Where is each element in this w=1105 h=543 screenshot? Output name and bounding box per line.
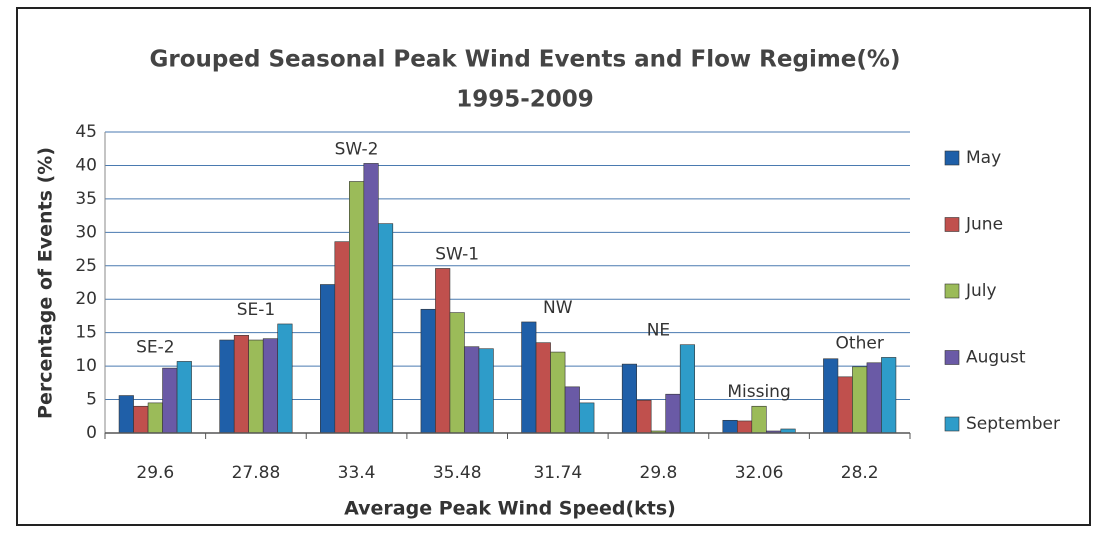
y-tick-label: 30 bbox=[75, 222, 97, 242]
bar bbox=[464, 346, 480, 434]
bar bbox=[363, 163, 379, 434]
legend-swatch bbox=[944, 217, 960, 232]
group-annotation: SE-1 bbox=[237, 300, 275, 320]
y-tick-label: 5 bbox=[86, 390, 97, 410]
bar bbox=[378, 223, 394, 434]
bar bbox=[521, 321, 537, 434]
y-tick-label: 0 bbox=[86, 423, 97, 443]
bar bbox=[823, 358, 839, 434]
bar bbox=[722, 419, 738, 434]
x-tick-label: 32.06 bbox=[735, 463, 784, 483]
bar bbox=[478, 348, 494, 434]
x-tick-label: 27.88 bbox=[232, 463, 281, 483]
legend-label: August bbox=[966, 348, 1026, 368]
bar bbox=[881, 357, 897, 434]
legend-swatch bbox=[944, 350, 960, 365]
bar bbox=[837, 376, 853, 434]
legend-swatch bbox=[944, 150, 960, 166]
bar bbox=[133, 405, 149, 434]
bar bbox=[535, 342, 551, 434]
bar bbox=[550, 351, 566, 434]
x-tick-label: 29.6 bbox=[136, 463, 174, 483]
y-tick-label: 25 bbox=[75, 256, 97, 276]
group-annotation: NE bbox=[647, 321, 670, 341]
chart-subtitle: 1995-2009 bbox=[456, 87, 594, 113]
bar bbox=[564, 386, 580, 434]
x-tick-label: 35.48 bbox=[433, 463, 482, 483]
group-annotation: Other bbox=[836, 333, 884, 353]
bar bbox=[420, 308, 436, 434]
bar bbox=[449, 312, 465, 434]
chart-frame bbox=[16, 7, 1091, 526]
y-tick-label: 20 bbox=[75, 289, 97, 309]
x-tick-label: 29.8 bbox=[640, 463, 678, 483]
bar bbox=[233, 335, 249, 434]
bar bbox=[665, 393, 681, 434]
x-tick-label: 31.74 bbox=[533, 463, 582, 483]
y-axis-title: Percentage of Events (%) bbox=[35, 147, 57, 419]
y-tick-label: 35 bbox=[75, 189, 97, 209]
bar bbox=[262, 338, 278, 434]
bar bbox=[866, 362, 882, 434]
bar bbox=[320, 284, 336, 434]
bar bbox=[737, 420, 753, 434]
bar bbox=[277, 323, 293, 434]
legend-label: September bbox=[966, 414, 1060, 434]
x-tick-label: 33.4 bbox=[338, 463, 376, 483]
bar bbox=[176, 361, 192, 434]
bar bbox=[248, 339, 264, 434]
bar bbox=[147, 402, 163, 434]
bar bbox=[219, 339, 235, 434]
bar bbox=[579, 402, 595, 434]
bar bbox=[349, 181, 365, 434]
bar bbox=[636, 399, 652, 434]
group-annotation: Missing bbox=[727, 382, 790, 402]
group-annotation: SW-1 bbox=[435, 244, 479, 264]
y-tick-label: 10 bbox=[75, 356, 97, 376]
y-tick-label: 15 bbox=[75, 323, 97, 343]
legend-label: May bbox=[966, 148, 1001, 168]
bar bbox=[162, 367, 178, 434]
chart-title: Grouped Seasonal Peak Wind Events and Fl… bbox=[150, 47, 901, 73]
y-tick-label: 45 bbox=[75, 122, 97, 142]
x-tick-label: 28.2 bbox=[841, 463, 879, 483]
bar bbox=[435, 268, 451, 434]
group-annotation: NW bbox=[543, 298, 573, 318]
group-annotation: SW-2 bbox=[335, 139, 379, 159]
bar bbox=[679, 344, 695, 434]
legend-label: June bbox=[965, 215, 1003, 235]
group-annotation: SE-2 bbox=[136, 337, 174, 357]
x-axis-title: Average Peak Wind Speed(kts) bbox=[344, 498, 676, 520]
bar bbox=[118, 395, 134, 434]
legend-label: July bbox=[965, 281, 997, 301]
bar bbox=[751, 405, 767, 434]
bar bbox=[621, 363, 637, 434]
legend-swatch bbox=[944, 416, 960, 432]
y-tick-label: 40 bbox=[75, 155, 97, 175]
legend-swatch bbox=[944, 283, 960, 299]
bar bbox=[852, 366, 868, 434]
bar bbox=[334, 241, 350, 434]
